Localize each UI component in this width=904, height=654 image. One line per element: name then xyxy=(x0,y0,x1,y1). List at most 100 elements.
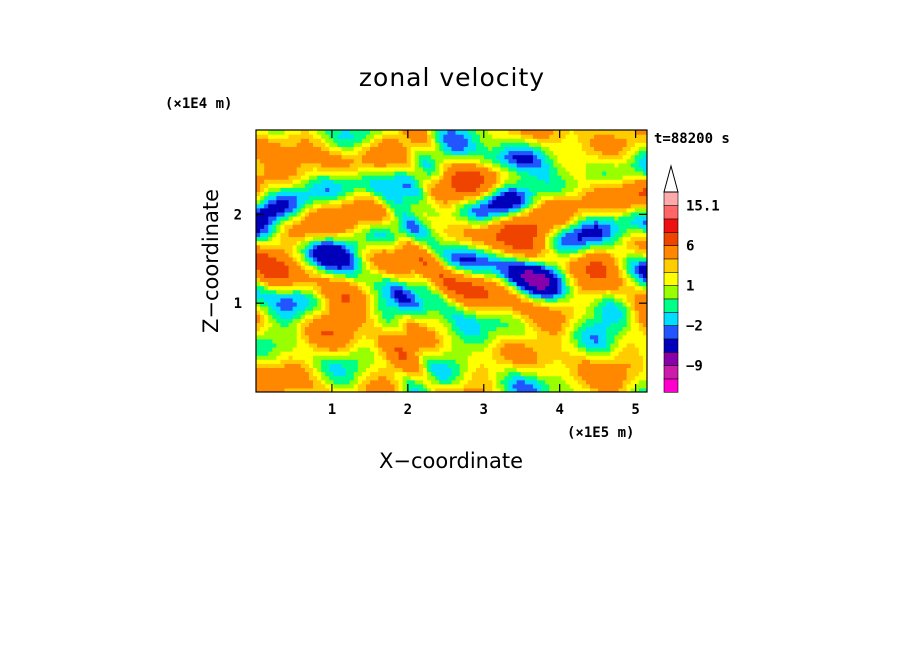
field-cell xyxy=(374,387,379,392)
field-cell xyxy=(630,326,636,332)
field-cell xyxy=(365,314,371,319)
field-cell xyxy=(480,334,485,340)
field-cell xyxy=(630,330,636,336)
field-cell xyxy=(349,256,355,262)
field-cell xyxy=(622,203,628,209)
field-cell xyxy=(300,191,306,197)
field-cell xyxy=(256,355,261,360)
field-cell xyxy=(516,273,522,278)
field-cell xyxy=(602,256,607,262)
field-cell xyxy=(602,342,607,348)
field-cell xyxy=(435,187,440,192)
field-cell xyxy=(402,346,408,352)
field-cell xyxy=(508,277,514,283)
field-cell xyxy=(353,314,359,319)
field-cell xyxy=(268,326,273,332)
field-cell xyxy=(598,261,603,266)
field-cell xyxy=(451,211,457,217)
field-cell xyxy=(467,301,473,307)
field-cell xyxy=(296,228,302,233)
field-cell xyxy=(394,318,400,323)
field-cell xyxy=(300,232,306,238)
field-cell xyxy=(577,207,583,213)
field-cell xyxy=(370,269,375,274)
field-cell xyxy=(504,371,510,377)
field-cell xyxy=(272,387,277,392)
field-cell xyxy=(345,215,351,221)
field-cell xyxy=(614,244,620,250)
field-cell xyxy=(626,224,632,229)
field-cell xyxy=(480,248,485,254)
field-cell xyxy=(455,211,461,217)
field-cell xyxy=(528,334,534,340)
field-cell xyxy=(524,301,530,307)
field-cell xyxy=(361,273,367,278)
field-cell xyxy=(589,191,595,197)
field-cell xyxy=(357,310,363,315)
field-cell xyxy=(260,314,265,319)
field-cell xyxy=(418,215,424,221)
field-cell xyxy=(598,228,603,233)
field-cell xyxy=(614,322,620,328)
field-cell xyxy=(300,297,306,303)
field-cell xyxy=(634,207,640,213)
field-cell xyxy=(410,375,416,381)
field-cell xyxy=(516,240,522,246)
field-cell xyxy=(581,240,587,246)
field-cell xyxy=(585,318,591,323)
field-cell xyxy=(394,322,400,328)
field-cell xyxy=(370,359,375,364)
field-cell xyxy=(296,326,302,332)
field-cell xyxy=(337,379,343,385)
field-cell xyxy=(390,207,396,213)
field-cell xyxy=(492,359,497,364)
field-cell xyxy=(447,310,453,315)
field-cell xyxy=(378,252,383,258)
field-cell xyxy=(585,220,591,225)
field-cell xyxy=(618,236,624,242)
field-cell xyxy=(577,334,583,340)
field-cell xyxy=(573,326,579,332)
field-cell xyxy=(378,289,383,295)
field-cell xyxy=(512,244,518,250)
field-cell xyxy=(500,199,506,205)
field-cell xyxy=(353,187,359,192)
field-cell xyxy=(357,297,363,303)
field-cell xyxy=(292,379,298,385)
field-cell xyxy=(488,314,493,319)
field-cell xyxy=(292,232,298,238)
field-cell xyxy=(378,203,383,209)
field-cell xyxy=(431,269,436,274)
field-cell xyxy=(321,375,326,381)
field-cell xyxy=(528,306,534,311)
field-cell xyxy=(642,265,647,270)
field-cell xyxy=(280,220,286,225)
field-cell xyxy=(500,179,506,184)
field-cell xyxy=(634,363,640,369)
field-cell xyxy=(516,301,522,307)
field-cell xyxy=(484,387,489,392)
field-cell xyxy=(520,215,526,221)
field-cell xyxy=(492,220,497,225)
field-cell xyxy=(374,224,379,229)
field-cell xyxy=(488,346,493,352)
field-cell xyxy=(585,252,591,258)
field-cell xyxy=(292,355,298,360)
field-cell xyxy=(353,215,359,221)
field-cell xyxy=(260,207,265,213)
field-cell xyxy=(304,244,310,250)
field-cell xyxy=(504,207,510,213)
field-cell xyxy=(353,367,359,373)
field-cell xyxy=(549,367,554,373)
field-cell xyxy=(504,367,510,373)
field-cell xyxy=(467,318,473,323)
field-cell xyxy=(276,306,282,311)
field-cell xyxy=(451,351,457,356)
field-cell xyxy=(573,256,579,262)
field-cell xyxy=(357,371,363,377)
field-cell xyxy=(569,310,575,315)
field-cell xyxy=(357,244,363,250)
field-cell xyxy=(365,191,371,197)
field-cell xyxy=(300,293,306,299)
field-cell xyxy=(545,355,550,360)
